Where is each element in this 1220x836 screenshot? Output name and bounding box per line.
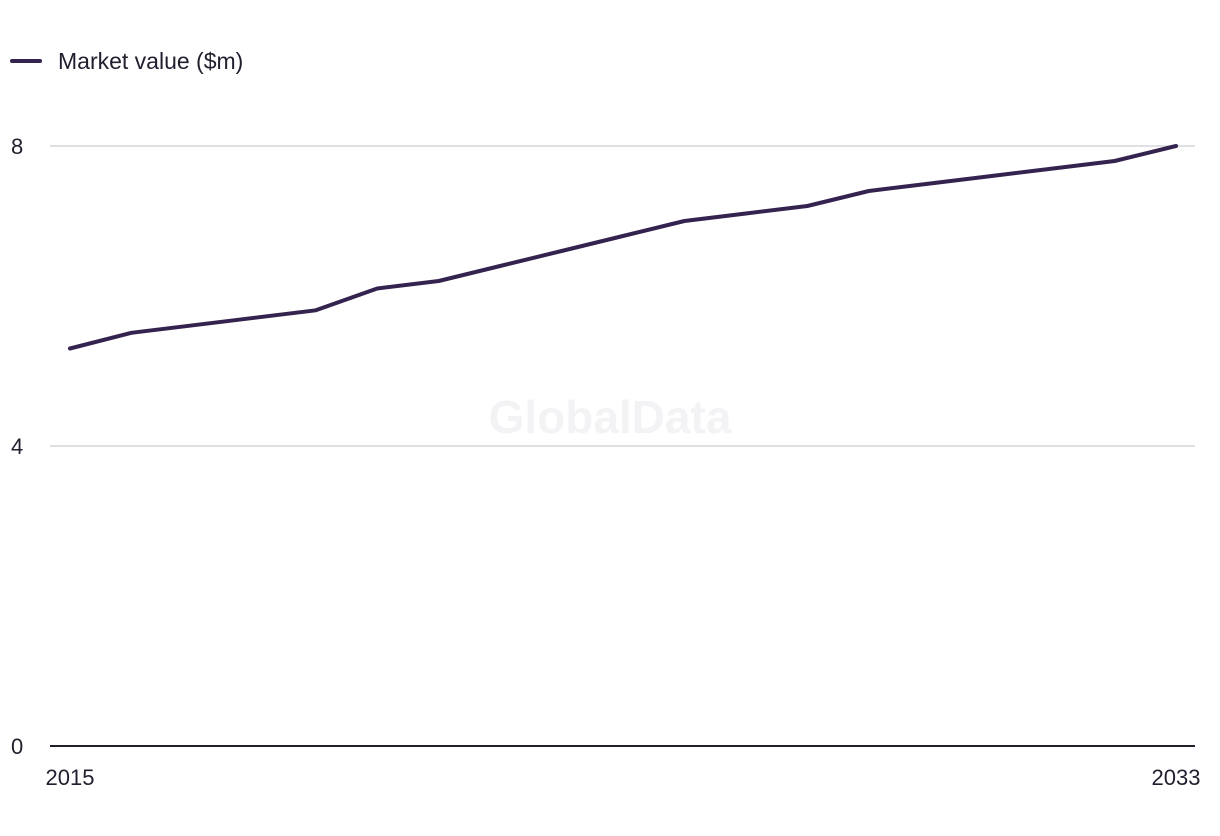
data-point-2031 — [1051, 167, 1055, 171]
data-point-2025 — [682, 219, 686, 223]
data-point-2021 — [437, 279, 441, 283]
data-point-2022 — [498, 264, 502, 268]
data-point-2019 — [314, 308, 318, 312]
y-tick-label-4: 4 — [11, 434, 23, 459]
x-tick-label-2015: 2015 — [46, 765, 95, 790]
data-point-2033 — [1174, 144, 1178, 148]
grid-lines — [50, 145, 1195, 447]
tick-labels: 0 4 8 2015 2033 — [11, 134, 1200, 790]
data-point-2023 — [560, 249, 564, 253]
y-tick-label-8: 8 — [11, 134, 23, 159]
data-point-2020 — [375, 287, 379, 291]
data-point-2029 — [928, 182, 932, 186]
data-point-2027 — [805, 204, 809, 208]
data-point-2016 — [129, 331, 133, 335]
watermark-text: GlobalData — [489, 391, 732, 443]
legend-label-market-value: Market value ($m) — [58, 47, 244, 74]
data-point-2024 — [621, 234, 625, 238]
x-tick-label-2033: 2033 — [1152, 765, 1201, 790]
data-point-2015 — [68, 347, 72, 351]
series-line-0 — [68, 144, 1178, 351]
legend-swatch-market-value — [10, 59, 42, 63]
data-point-2018 — [252, 316, 256, 320]
series-layer — [68, 144, 1178, 351]
data-point-2032 — [1113, 159, 1117, 163]
data-point-2026 — [744, 212, 748, 216]
y-tick-label-0: 0 — [11, 734, 23, 759]
data-point-2028 — [867, 189, 871, 193]
data-point-2017 — [191, 323, 195, 327]
legend: Market value ($m) — [10, 46, 243, 76]
data-point-2030 — [990, 174, 994, 178]
